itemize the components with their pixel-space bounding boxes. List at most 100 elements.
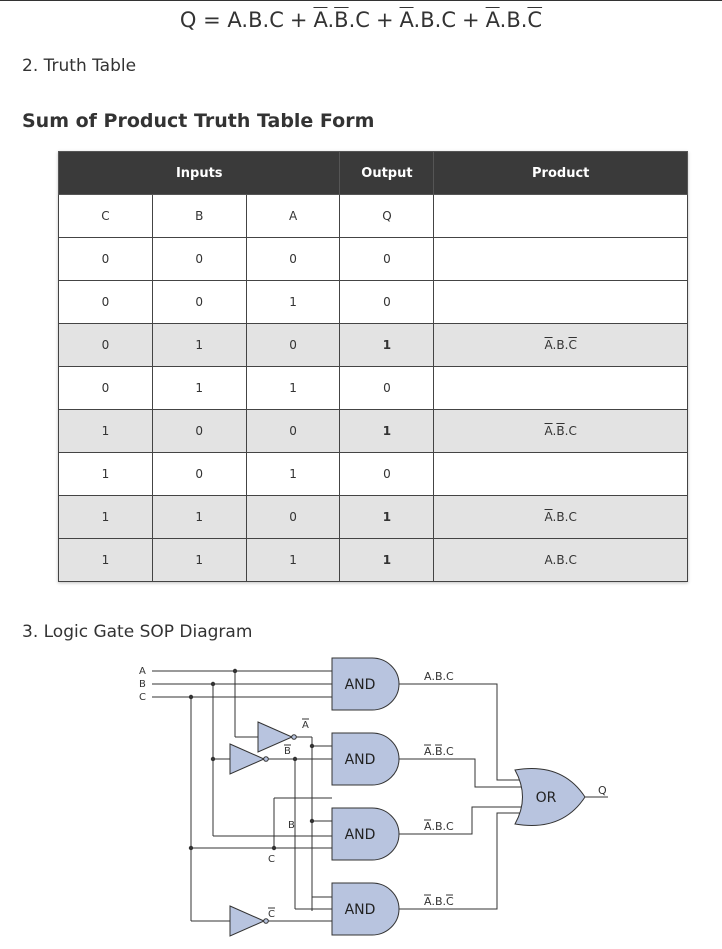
not-a-label: A <box>302 718 309 731</box>
cell-c: 0 <box>58 323 153 367</box>
cell-a: 1 <box>245 366 341 410</box>
wire-and4-to-or <box>399 812 520 910</box>
svg-text:C: C <box>446 670 454 683</box>
product-term-labels: A. B. CA. B. CA. B. CA. B. C <box>424 670 454 908</box>
and-gate-1-label: AND <box>345 677 376 693</box>
svg-text:C: C <box>268 909 275 920</box>
product-header: Product <box>433 151 688 195</box>
svg-text:.: . <box>432 670 436 683</box>
cell-q: 1 <box>339 538 435 582</box>
junction-dots <box>188 668 315 851</box>
cell-b: 0 <box>151 452 247 496</box>
subheader-product <box>433 194 688 238</box>
svg-text:C: C <box>446 745 454 758</box>
equation-term: A.B.C <box>399 8 457 32</box>
table-row: 1 1 1 1 A.B.C <box>58 538 688 582</box>
subheader-c: C <box>58 194 153 238</box>
cell-product: A.B.C <box>433 495 688 539</box>
cell-product: A.B.C <box>433 538 688 582</box>
svg-text:A: A <box>424 670 432 683</box>
not-gates <box>229 721 297 937</box>
product-term: A.B.C <box>544 553 577 567</box>
cell-c: 1 <box>58 409 153 453</box>
and-gate-3-label: AND <box>345 827 376 843</box>
cell-a: 0 <box>245 237 341 281</box>
cell-q: 0 <box>339 366 435 410</box>
and-gate-3 <box>331 807 400 861</box>
term-label-1: A.B.C <box>424 670 454 683</box>
term-label-3: A.B.C <box>424 819 454 833</box>
input-c-label: C <box>139 692 146 703</box>
table-header-row: Inputs Output Product <box>57 151 688 195</box>
svg-text:B: B <box>435 670 443 683</box>
cell-b: 1 <box>151 323 247 367</box>
cell-q: 0 <box>339 237 435 281</box>
cell-b: 0 <box>151 237 247 281</box>
cell-b: 0 <box>151 280 247 324</box>
equation-plus: + <box>462 8 480 32</box>
product-term: A.B.C <box>544 510 577 524</box>
logic-gate-diagram: AND AND AND AND OR Q A B C A B C B C A.B… <box>139 657 608 937</box>
svg-text:.: . <box>432 820 436 833</box>
cell-product <box>433 237 688 281</box>
subheader-b: B <box>151 194 247 238</box>
cell-c: 0 <box>58 237 153 281</box>
table-subheader-row: C B A Q <box>58 194 688 238</box>
svg-text:B: B <box>435 745 443 758</box>
sop-equation: Q = A.B.C + A.B.C + A.B.C + A.B.C <box>0 8 722 32</box>
svg-text:.: . <box>432 895 436 908</box>
table-row: 1 1 0 1 A.B.C <box>58 495 688 539</box>
svg-text:.: . <box>443 895 447 908</box>
term-label-2: A.B.C <box>424 744 454 758</box>
not-gate-a-bubble-icon <box>291 734 297 740</box>
and-gate-4-label: AND <box>345 902 376 918</box>
or-gate <box>514 768 586 826</box>
cell-b: 0 <box>151 409 247 453</box>
and-gate-2-label: AND <box>345 752 376 768</box>
cell-b: 1 <box>151 366 247 410</box>
svg-text:C: C <box>446 820 454 833</box>
table-row: 0 1 0 1 A.B.C <box>58 323 688 367</box>
cell-product: A.B.C <box>433 323 688 367</box>
term-label-4: A.B.C <box>424 894 454 908</box>
cell-q: 1 <box>339 495 435 539</box>
cell-q: 1 <box>339 323 435 367</box>
svg-text:.: . <box>432 745 436 758</box>
equation-plus: + <box>375 8 394 32</box>
cell-a: 1 <box>245 452 341 496</box>
cell-c: 1 <box>58 495 153 539</box>
cell-product <box>433 366 688 410</box>
tap-b-label: B <box>288 820 295 831</box>
output-header: Output <box>339 151 435 195</box>
cell-q: 0 <box>339 280 435 324</box>
cell-c: 1 <box>58 538 153 582</box>
svg-text:C: C <box>446 895 454 908</box>
not-gate-a <box>257 721 294 753</box>
svg-text:.: . <box>443 670 447 683</box>
equation-term: A.B.C <box>485 8 543 32</box>
cell-q: 1 <box>339 409 435 453</box>
svg-text:.: . <box>443 745 447 758</box>
sop-table-heading: Sum of Product Truth Table Form <box>22 110 375 132</box>
cell-c: 1 <box>58 452 153 496</box>
cell-a: 1 <box>245 280 341 324</box>
svg-text:A: A <box>302 720 309 731</box>
not-gate-c-bubble-icon <box>263 918 269 924</box>
not-gate-b <box>229 743 266 775</box>
equation-plus: + <box>289 8 308 32</box>
svg-text:B: B <box>284 746 291 757</box>
input-a-label: A <box>139 666 146 677</box>
cell-product <box>433 280 688 324</box>
section-3-title: 3. Logic Gate SOP Diagram <box>22 622 253 642</box>
equation-term: A.B.C <box>227 8 284 32</box>
svg-text:.: . <box>443 820 447 833</box>
equation-lhs: Q = <box>179 8 228 32</box>
svg-text:A: A <box>424 820 432 833</box>
svg-text:A: A <box>424 745 432 758</box>
subheader-a: A <box>245 194 341 238</box>
cell-product <box>433 452 688 496</box>
cell-a: 0 <box>245 495 341 539</box>
product-term: A.B.C <box>544 338 577 352</box>
inputs-header: Inputs <box>57 151 341 195</box>
